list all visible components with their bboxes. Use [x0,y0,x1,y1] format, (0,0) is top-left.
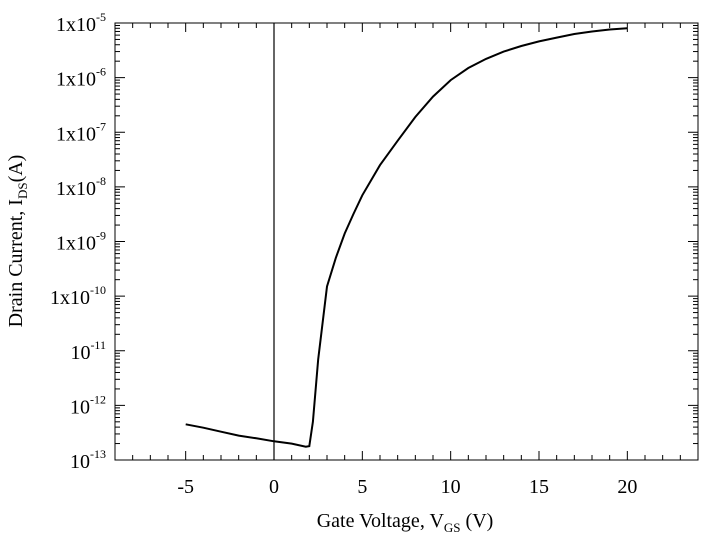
y-axis-title: Drain Current, IDS(A) [5,155,30,328]
y-tick-label: 10-11 [70,338,106,364]
y-tick-label: 10-12 [70,392,106,418]
y-tick-label: 1x10-8 [56,174,106,200]
x-axis-title: Gate Voltage, VGS (V) [317,510,494,535]
axis-ticks [114,22,699,461]
y-tick-label: 1x10-6 [56,65,106,91]
y-tick-label: 1x10-5 [56,10,106,36]
y-tick-label: 1x10-9 [56,229,106,255]
series-line [185,27,628,448]
x-tick-label: 5 [357,476,367,498]
x-tick-labels: -5 0 5 10 15 20 [177,476,637,498]
x-tick-label: 0 [269,476,279,498]
plot-frame [114,22,699,461]
y-tick-label: 1x10-7 [56,119,106,145]
x-tick-label: -5 [177,476,194,498]
y-tick-label: 10-13 [70,447,106,473]
y-tick-label: 1x10-10 [50,283,106,309]
x-tick-label: 20 [617,476,637,498]
x-tick-label: 15 [529,476,549,498]
x-tick-label: 10 [441,476,461,498]
y-tick-labels: 10-13 10-12 10-11 1x10-10 1x10-9 1x10-8 1x10-7… [50,10,106,473]
